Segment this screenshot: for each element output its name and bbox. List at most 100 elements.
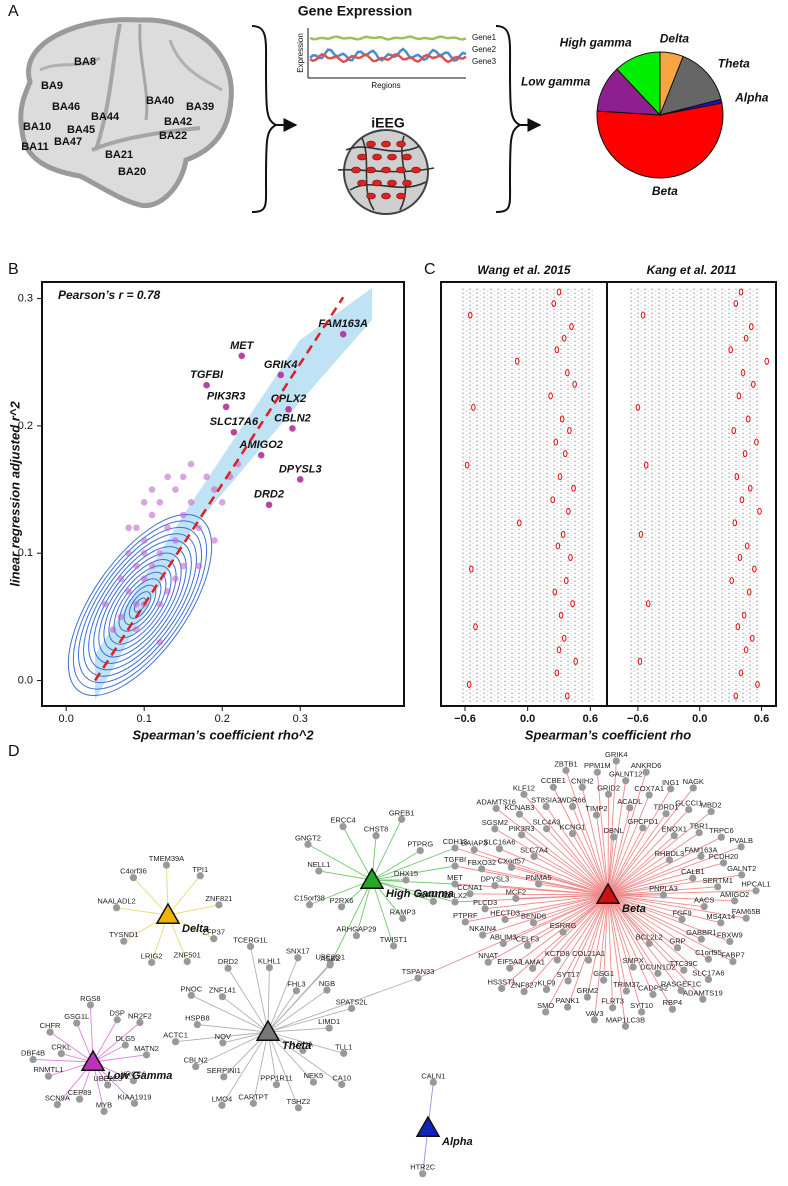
edge bbox=[116, 907, 169, 916]
point bbox=[164, 473, 171, 481]
edge bbox=[546, 894, 609, 990]
gene-label: CHFR bbox=[40, 1021, 61, 1030]
gene-label: SLC7A4 bbox=[520, 845, 548, 854]
point bbox=[140, 537, 148, 544]
outlier-point bbox=[739, 496, 745, 504]
gene-label: RASGEF1C bbox=[661, 980, 702, 989]
gene-node bbox=[272, 1081, 281, 1089]
gene-node bbox=[299, 1046, 307, 1055]
point bbox=[156, 498, 164, 506]
gene-label: CCNA1 bbox=[457, 883, 482, 892]
gene-node bbox=[148, 958, 156, 967]
gene-node bbox=[559, 928, 567, 936]
gene-node bbox=[29, 1055, 37, 1064]
edge bbox=[499, 848, 609, 896]
gene-node bbox=[121, 1041, 129, 1049]
network-edges bbox=[33, 760, 757, 1174]
point bbox=[203, 473, 210, 481]
strip-title: Kang et al. 2011 bbox=[647, 263, 737, 277]
gene-label: TWIST1 bbox=[380, 935, 408, 944]
gene-node bbox=[621, 1022, 630, 1030]
gene-node bbox=[249, 1099, 257, 1107]
outlier-point bbox=[571, 484, 576, 492]
gene-label: ACTC1 bbox=[163, 1031, 188, 1040]
outlier-point bbox=[572, 380, 577, 388]
gene-label: GSG1 bbox=[593, 969, 614, 978]
gene-node bbox=[520, 987, 528, 996]
gene-label: BCL2L2 bbox=[636, 932, 663, 941]
gene-legend-label: Gene3 bbox=[472, 57, 497, 66]
point bbox=[230, 428, 238, 436]
gene-label: ARHGAP29 bbox=[336, 925, 376, 934]
point bbox=[133, 562, 140, 570]
gene-label: SNX17 bbox=[286, 947, 310, 956]
pie-slice bbox=[596, 102, 724, 179]
gene-label: PIK3R3 bbox=[509, 824, 535, 833]
gene-node bbox=[484, 958, 492, 966]
gene-label: RGS8 bbox=[80, 994, 100, 1003]
edge bbox=[607, 894, 659, 974]
x-tick-label: −0.6 bbox=[454, 713, 476, 725]
gene-label: LDHA bbox=[293, 1039, 313, 1048]
edge bbox=[596, 772, 609, 896]
point bbox=[195, 562, 203, 570]
gene-label: CBLN2 bbox=[184, 1056, 208, 1065]
gene-label: ST8SIA2 bbox=[531, 796, 561, 805]
gene-label: CADPS2 bbox=[638, 983, 668, 992]
gene-label: ASB2 bbox=[320, 954, 339, 963]
gene-node bbox=[104, 1081, 112, 1089]
gene-label: ZFP37 bbox=[203, 928, 226, 937]
edge bbox=[607, 894, 682, 991]
outlier-point bbox=[637, 657, 643, 665]
gene-label: PNPLA3 bbox=[649, 884, 678, 893]
outlier-point bbox=[745, 415, 751, 423]
x-tick-label: 0.0 bbox=[692, 713, 707, 725]
x-tick-label: 0.0 bbox=[59, 713, 74, 725]
brain-area-label: BA9 bbox=[41, 80, 63, 92]
gene-node bbox=[578, 783, 586, 791]
gene-node bbox=[187, 991, 195, 999]
outlier-point bbox=[551, 300, 557, 307]
gene-node bbox=[129, 874, 138, 882]
edge bbox=[267, 964, 331, 1033]
outlier-point bbox=[554, 346, 560, 354]
outlier-point bbox=[566, 507, 571, 515]
gene-label: KCTD8 bbox=[545, 949, 570, 958]
edge bbox=[607, 894, 702, 940]
pie-label: Beta bbox=[652, 184, 678, 198]
gene-label: FAM65B bbox=[732, 907, 761, 916]
edge bbox=[523, 894, 609, 992]
gene-node bbox=[501, 915, 509, 924]
point bbox=[296, 476, 304, 483]
outlier-point bbox=[573, 657, 578, 665]
x-axis-label: Spearman’s coefficient rho^2 bbox=[132, 727, 314, 742]
gene-label: GABBR1 bbox=[686, 928, 716, 937]
electrode bbox=[351, 166, 361, 174]
brain-illustration bbox=[18, 17, 234, 209]
gene-node bbox=[520, 790, 528, 798]
gene-node bbox=[553, 956, 561, 964]
hub-node bbox=[155, 902, 181, 924]
gene-label: FAM163A bbox=[685, 845, 718, 854]
point bbox=[257, 451, 265, 459]
brain-area-label: BA8 bbox=[74, 56, 96, 68]
y-axis-label: linear regression adjusted r^2 bbox=[7, 401, 22, 587]
edge bbox=[533, 894, 609, 924]
gene-node bbox=[622, 987, 630, 995]
gene-node bbox=[685, 805, 693, 814]
strip-background bbox=[462, 288, 594, 702]
gene-node bbox=[218, 993, 227, 1001]
outlier-point bbox=[743, 646, 749, 654]
gene-label: COL21A1 bbox=[572, 949, 605, 958]
edge bbox=[33, 1059, 94, 1063]
gene-label: C15orf38 bbox=[294, 894, 325, 903]
electrode bbox=[396, 192, 406, 200]
gene-label: DLG5 bbox=[116, 1034, 136, 1043]
outlier-point bbox=[731, 427, 737, 434]
point bbox=[218, 498, 226, 506]
gene-node bbox=[629, 963, 637, 971]
outlier-point bbox=[749, 323, 754, 331]
gene-node bbox=[162, 861, 171, 869]
gene-node bbox=[600, 976, 608, 984]
gene-node bbox=[738, 871, 746, 879]
